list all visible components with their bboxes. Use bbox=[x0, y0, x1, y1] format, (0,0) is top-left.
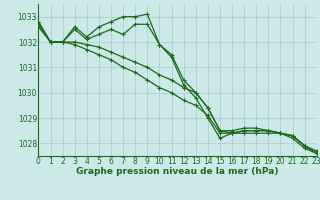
X-axis label: Graphe pression niveau de la mer (hPa): Graphe pression niveau de la mer (hPa) bbox=[76, 167, 279, 176]
